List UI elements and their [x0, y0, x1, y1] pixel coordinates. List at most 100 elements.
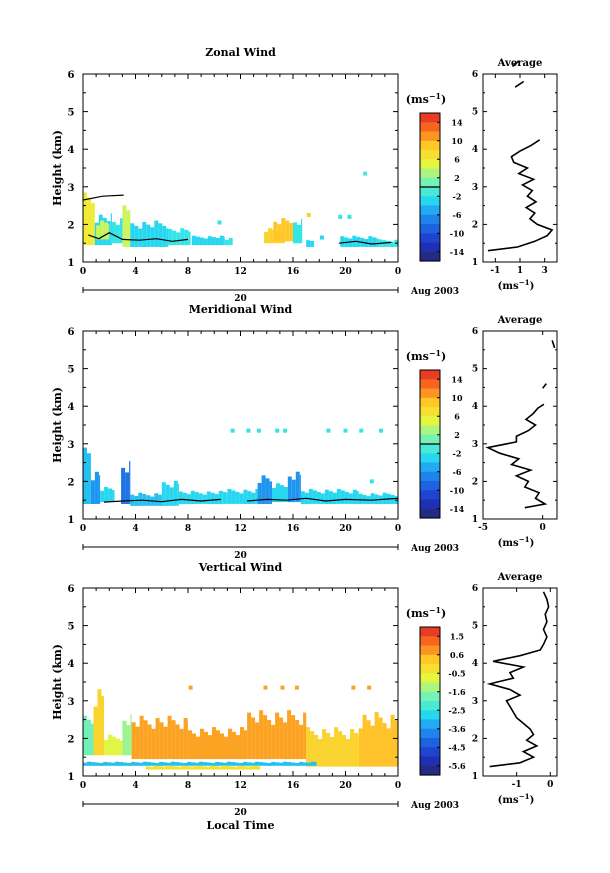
data-cell: [108, 734, 112, 756]
data-cell: [291, 715, 296, 760]
colorbar-tick-label: 2: [454, 430, 460, 440]
data-cell: [138, 492, 143, 506]
average-frame: [482, 330, 558, 520]
y-axis-label: Height (km): [51, 644, 64, 720]
average-x-tick-label: -1: [512, 780, 522, 790]
average-title: Average: [497, 572, 543, 583]
data-layer: [83, 685, 398, 770]
data-cell: [299, 761, 303, 766]
average-y-tick-label: 6: [472, 327, 478, 337]
data-cell: [91, 203, 95, 246]
average-y-tick-label: 1: [472, 258, 478, 268]
data-cell: [263, 715, 268, 760]
colorbar-segment: [420, 645, 440, 656]
data-cell: [90, 480, 95, 504]
data-cell: [158, 766, 162, 770]
data-dot: [378, 428, 383, 433]
data-cell: [243, 761, 247, 766]
data-cell: [219, 235, 224, 246]
data-cell: [176, 232, 181, 246]
data-dot: [319, 235, 324, 240]
data-cell: [190, 766, 194, 770]
colorbar-tick-label: -2.5: [448, 705, 465, 715]
data-cell: [195, 236, 200, 246]
colorbar-segment: [420, 747, 440, 758]
data-cell: [199, 237, 204, 246]
data-dot: [230, 428, 235, 433]
data-dot: [280, 685, 285, 690]
data-cell: [219, 762, 223, 766]
data-cell: [306, 727, 311, 767]
data-cell: [175, 762, 179, 766]
data-cell: [134, 225, 139, 247]
average-profile-segment: [542, 383, 547, 389]
data-cell: [192, 733, 196, 760]
data-cell: [322, 729, 327, 767]
data-patch: [188, 727, 248, 760]
data-cell: [163, 762, 167, 766]
colorbar-segment: [420, 233, 440, 244]
contour-line: [338, 240, 392, 245]
average-y-tick-label: 5: [472, 108, 478, 118]
data-cell: [285, 220, 290, 242]
data-cell: [87, 197, 91, 246]
average-x-label: (ms−1): [498, 792, 535, 806]
data-cell: [104, 739, 108, 756]
x-tick-label: 16: [287, 781, 300, 791]
data-cell: [348, 493, 353, 504]
data-cell: [122, 205, 127, 247]
data-dot: [275, 428, 280, 433]
average-profile: Average 1 2 3 4 5 6 -5 0 (ms−1): [472, 315, 558, 549]
colorbar-tick-label: -3.6: [448, 724, 466, 734]
data-cell: [147, 762, 151, 766]
y-tick-label: 5: [68, 622, 75, 633]
colorbar-segment: [420, 738, 440, 748]
data-cell: [186, 494, 191, 504]
y-tick-label: 1: [68, 515, 75, 526]
colorbar-tick-label: -10: [450, 228, 465, 238]
data-cell: [342, 735, 347, 767]
data-cell: [283, 722, 288, 760]
data-patch: [306, 727, 359, 767]
data-cell: [310, 240, 314, 247]
data-cell: [202, 494, 207, 504]
average-y-tick-label: 6: [472, 584, 478, 594]
data-cell: [251, 717, 256, 759]
data-cell: [125, 472, 130, 504]
data-cell: [251, 492, 256, 504]
data-cell: [131, 722, 136, 760]
colorbar: 14 10 6 2 -2 -6 -10 -14 (ms−1): [406, 349, 465, 519]
colorbar-segment: [420, 490, 440, 501]
data-cell: [159, 722, 164, 760]
data-cell: [223, 762, 227, 766]
data-cell: [348, 238, 353, 247]
average-y-tick-label: 3: [472, 440, 478, 450]
data-dot: [367, 685, 372, 690]
data-cell: [83, 715, 87, 756]
data-cell: [295, 763, 299, 766]
x-tick-label: 20: [339, 267, 352, 277]
average-profile: Average 1 2 3 4 5 6 -1 1 3 (ms−1): [472, 58, 558, 292]
data-cell: [173, 480, 178, 506]
data-cell: [308, 488, 313, 504]
colorbar: 1.5 0.6 -0.5 -1.6 -2.5 -3.6 -4.5 -5.6 (ms−1): [406, 606, 466, 776]
average-frame: [482, 73, 558, 263]
data-cell: [227, 761, 231, 766]
data-cell: [334, 727, 339, 767]
data-cell: [98, 475, 101, 504]
colorbar-tick-label: 14: [451, 117, 463, 127]
data-patch: [130, 220, 169, 247]
data-cell: [300, 491, 305, 504]
colorbar-tick-label: -14: [450, 504, 465, 514]
data-cell: [203, 762, 207, 766]
average-x-label: (ms−1): [498, 278, 535, 292]
data-cell: [143, 720, 148, 760]
data-patch: [104, 734, 123, 756]
average-profile-segment: [551, 340, 556, 349]
data-cell: [178, 491, 183, 504]
data-cell: [284, 487, 288, 502]
panel-title: Zonal Wind: [205, 46, 276, 59]
colorbar-segment: [420, 224, 440, 234]
data-cell: [210, 765, 214, 770]
colorbar-segment: [420, 627, 440, 637]
